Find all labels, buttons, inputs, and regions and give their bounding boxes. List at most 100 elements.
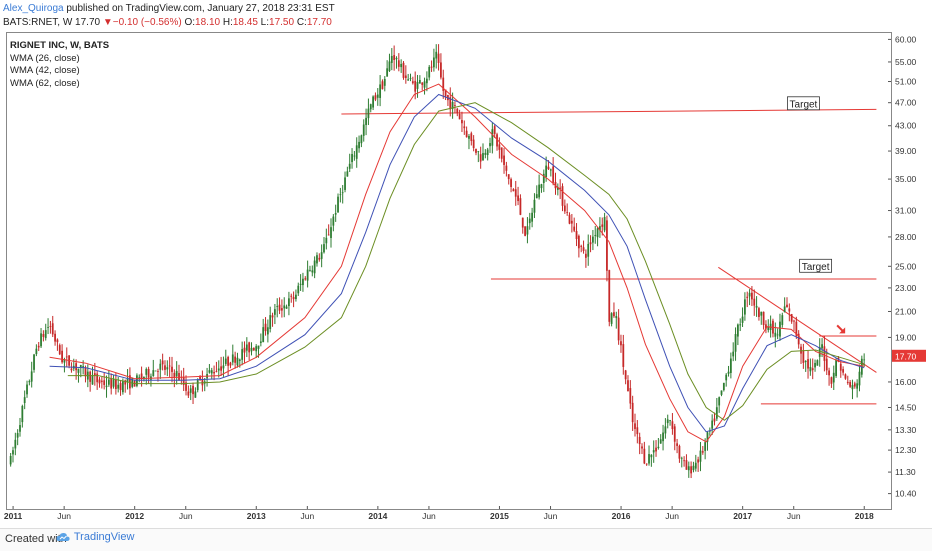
y-tick-label: 11.30 bbox=[895, 467, 916, 477]
candle-body bbox=[489, 143, 491, 147]
tradingview-logo[interactable]: TradingView bbox=[55, 531, 134, 543]
candle-body bbox=[643, 448, 646, 464]
candle-body bbox=[823, 346, 826, 361]
x-tick-label: Jun bbox=[665, 511, 679, 521]
candle-body bbox=[355, 145, 358, 159]
candle-body bbox=[229, 362, 232, 366]
candle-body bbox=[512, 189, 515, 192]
candle-body bbox=[620, 341, 622, 346]
candle-body bbox=[528, 218, 531, 224]
candle-body bbox=[577, 235, 580, 249]
y-tick-label: 60.00 bbox=[895, 34, 917, 44]
candle-body bbox=[435, 51, 438, 59]
candle-body bbox=[33, 354, 35, 370]
candle-body bbox=[846, 381, 849, 383]
candle-body bbox=[404, 75, 407, 78]
candle-body bbox=[42, 334, 45, 337]
candle-body bbox=[638, 436, 641, 445]
author-link[interactable]: Alex_Quiroga bbox=[3, 3, 64, 14]
legend-item-wma62[interactable]: WMA (62, close) bbox=[10, 77, 80, 89]
x-tick-label: 2018 bbox=[855, 511, 874, 521]
candle-body bbox=[830, 377, 833, 384]
candle-body bbox=[112, 379, 115, 387]
candle-body bbox=[316, 255, 318, 264]
candle-body bbox=[323, 244, 325, 253]
candle-body bbox=[358, 141, 360, 149]
candle-body bbox=[458, 113, 461, 120]
candle-body bbox=[98, 379, 101, 384]
candle-body bbox=[89, 371, 92, 382]
wma62-line bbox=[67, 102, 865, 421]
candle-body bbox=[168, 365, 171, 367]
candle-body bbox=[552, 166, 555, 183]
y-tick-label: 13.30 bbox=[895, 425, 917, 435]
target-label-box bbox=[799, 258, 833, 273]
candle-body bbox=[563, 205, 566, 212]
y-tick-label: 10.40 bbox=[895, 489, 917, 499]
candle-body bbox=[718, 397, 721, 406]
candle-body bbox=[278, 304, 281, 311]
candle-body bbox=[748, 292, 751, 297]
cloud-icon bbox=[56, 533, 70, 542]
candle-body bbox=[444, 89, 447, 97]
candle-body bbox=[49, 326, 52, 327]
candle-body bbox=[442, 77, 445, 91]
candle-body bbox=[285, 306, 288, 309]
candle-body bbox=[215, 371, 218, 373]
candle-body bbox=[124, 380, 127, 385]
legend-title: RIGNET INC, W, BATS bbox=[10, 40, 110, 51]
candle-body bbox=[818, 347, 821, 357]
candle-body bbox=[119, 383, 122, 391]
candle-body bbox=[283, 305, 286, 309]
candle-body bbox=[222, 365, 225, 369]
candle-body bbox=[339, 194, 342, 196]
candle-body bbox=[641, 446, 643, 449]
candle-body bbox=[615, 316, 618, 319]
candle-body bbox=[28, 381, 31, 383]
candle-body bbox=[290, 295, 293, 297]
candle-body bbox=[208, 370, 211, 373]
candle-body bbox=[517, 195, 519, 202]
y-tick-label: 14.50 bbox=[895, 402, 917, 412]
candle-body bbox=[503, 155, 505, 165]
candle-body bbox=[776, 334, 779, 336]
candle-body bbox=[468, 135, 470, 139]
candle-body bbox=[346, 171, 349, 177]
candle-body bbox=[732, 351, 735, 357]
created-with-text: Created with bbox=[5, 533, 67, 545]
candle-body bbox=[437, 53, 440, 63]
chart-frame[interactable] bbox=[6, 32, 892, 510]
candle-body bbox=[306, 269, 309, 281]
legend-item-wma26[interactable]: WMA (26, close) bbox=[10, 52, 80, 64]
candle-body bbox=[19, 425, 21, 432]
candle-body bbox=[402, 62, 405, 78]
low-value: 17.50 bbox=[269, 17, 295, 28]
candle-body bbox=[121, 381, 124, 393]
candle-body bbox=[461, 119, 463, 124]
candle-body bbox=[608, 270, 611, 322]
candle-body bbox=[804, 361, 807, 363]
x-tick-label: 2016 bbox=[612, 511, 631, 521]
candle-body bbox=[575, 231, 578, 240]
candle-body bbox=[851, 385, 854, 390]
price-chart[interactable]: Target Target 60.00 55.00 51.00 47.00 43.00 39… bbox=[0, 0, 932, 528]
candle-body bbox=[147, 368, 150, 378]
candle-body bbox=[657, 446, 660, 449]
candle-body bbox=[152, 370, 155, 377]
candle-body bbox=[201, 378, 204, 386]
candle-body bbox=[755, 305, 758, 308]
candle-body bbox=[374, 95, 377, 100]
candle-body bbox=[582, 247, 585, 251]
candle-body bbox=[348, 163, 351, 169]
candle-body bbox=[117, 384, 120, 389]
legend-item-wma42[interactable]: WMA (42, close) bbox=[10, 65, 80, 76]
candle-body bbox=[496, 134, 498, 147]
candle-body bbox=[388, 61, 391, 72]
x-tick-label: Jun bbox=[300, 511, 314, 521]
candle-body bbox=[622, 344, 625, 367]
x-tick-label: Jun bbox=[57, 511, 71, 521]
candle-body bbox=[790, 314, 793, 322]
candle-body bbox=[196, 380, 199, 391]
candle-body bbox=[37, 345, 40, 348]
chart-header: Alex_Quiroga published on TradingView.co… bbox=[0, 0, 932, 32]
